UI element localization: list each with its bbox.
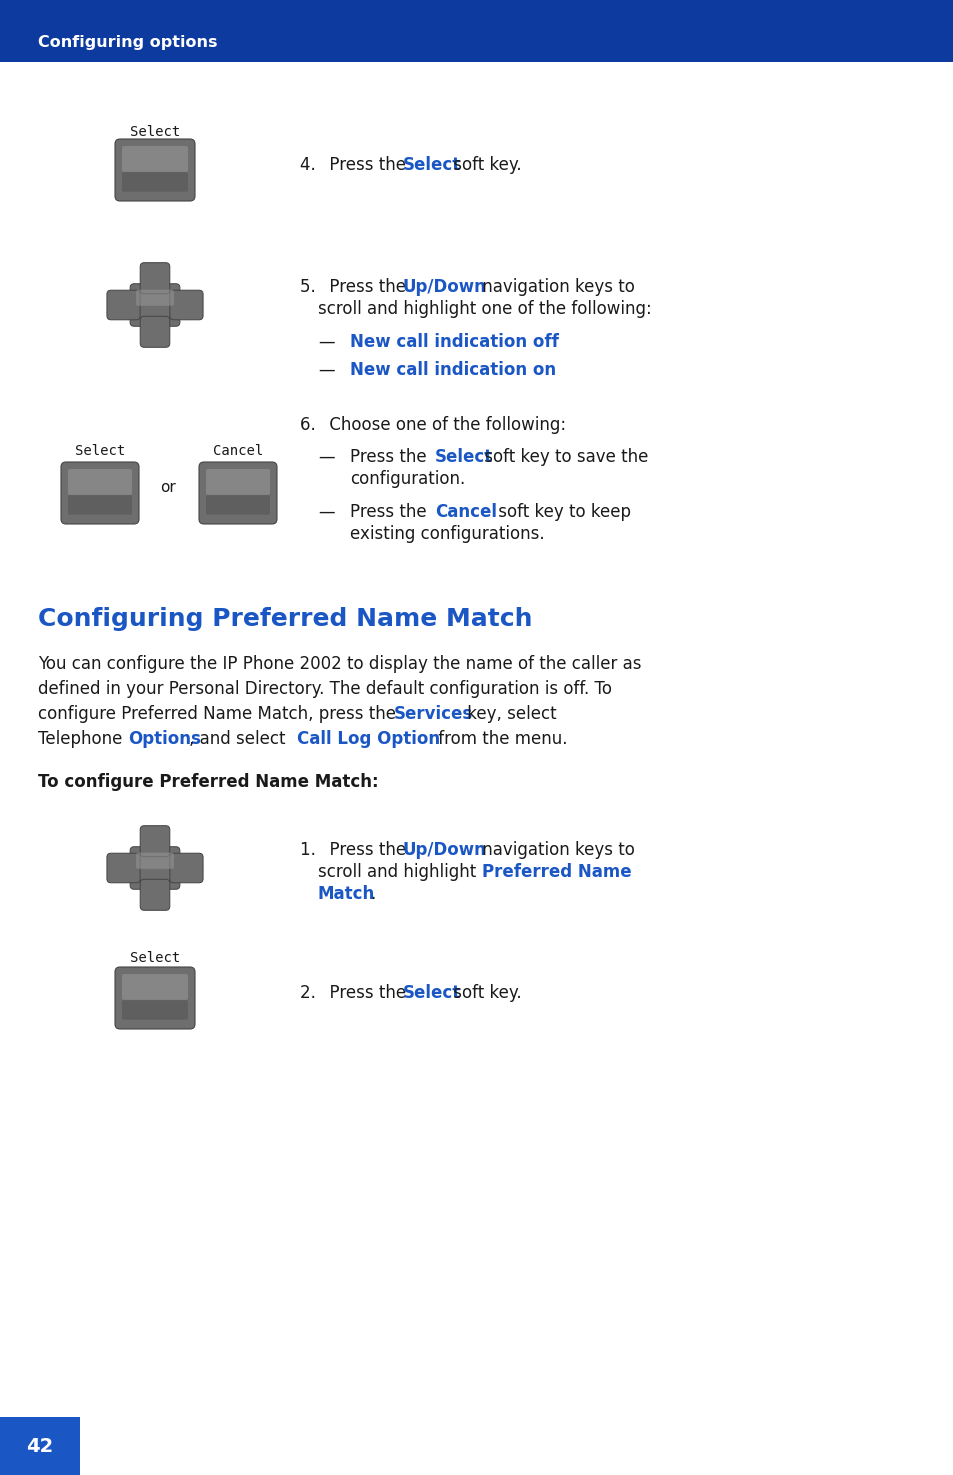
FancyBboxPatch shape xyxy=(136,289,173,305)
Text: —: — xyxy=(317,448,335,466)
Text: configure Preferred Name Match, press the: configure Preferred Name Match, press th… xyxy=(38,705,401,723)
Text: defined in your Personal Directory. The default configuration is off. To: defined in your Personal Directory. The … xyxy=(38,680,612,698)
Text: —: — xyxy=(317,361,335,379)
FancyBboxPatch shape xyxy=(115,968,194,1030)
Text: Cancel: Cancel xyxy=(213,444,263,459)
Text: scroll and highlight: scroll and highlight xyxy=(317,863,481,881)
Text: New call indication off: New call indication off xyxy=(350,333,558,351)
FancyBboxPatch shape xyxy=(206,496,270,515)
Text: Up/Down: Up/Down xyxy=(402,841,486,858)
FancyBboxPatch shape xyxy=(140,879,170,910)
FancyBboxPatch shape xyxy=(107,853,140,884)
Text: soft key.: soft key. xyxy=(448,984,521,1002)
FancyBboxPatch shape xyxy=(115,139,194,201)
FancyBboxPatch shape xyxy=(140,826,170,857)
FancyBboxPatch shape xyxy=(122,1000,188,1019)
Text: Select: Select xyxy=(74,444,125,459)
FancyBboxPatch shape xyxy=(206,469,270,494)
FancyBboxPatch shape xyxy=(130,847,180,889)
Text: soft key.: soft key. xyxy=(448,156,521,174)
Text: Cancel: Cancel xyxy=(435,503,497,521)
Text: Select: Select xyxy=(402,984,460,1002)
Text: To configure Preferred Name Match:: To configure Preferred Name Match: xyxy=(38,773,378,791)
FancyBboxPatch shape xyxy=(122,974,188,1000)
Text: Telephone: Telephone xyxy=(38,730,128,748)
Text: 6.  Choose one of the following:: 6. Choose one of the following: xyxy=(299,416,565,434)
Text: existing configurations.: existing configurations. xyxy=(350,525,544,543)
Text: 2.  Press the: 2. Press the xyxy=(299,984,411,1002)
Text: Configuring Preferred Name Match: Configuring Preferred Name Match xyxy=(38,608,532,631)
Text: Select: Select xyxy=(435,448,493,466)
Text: —: — xyxy=(317,333,335,351)
Text: You can configure the IP Phone 2002 to display the name of the caller as: You can configure the IP Phone 2002 to d… xyxy=(38,655,640,673)
FancyBboxPatch shape xyxy=(68,469,132,494)
FancyBboxPatch shape xyxy=(122,173,188,192)
Text: Up/Down: Up/Down xyxy=(402,277,486,296)
Text: Select: Select xyxy=(402,156,460,174)
Text: Press the: Press the xyxy=(350,448,432,466)
FancyBboxPatch shape xyxy=(140,316,170,347)
Text: Select: Select xyxy=(130,951,180,965)
Text: Match: Match xyxy=(317,885,375,903)
FancyBboxPatch shape xyxy=(170,291,203,320)
Text: or: or xyxy=(160,481,175,496)
Text: navigation keys to: navigation keys to xyxy=(476,277,634,296)
Text: Services: Services xyxy=(394,705,473,723)
Text: configuration.: configuration. xyxy=(350,471,465,488)
Text: Press the: Press the xyxy=(350,503,432,521)
FancyBboxPatch shape xyxy=(68,496,132,515)
FancyBboxPatch shape xyxy=(0,0,953,62)
FancyBboxPatch shape xyxy=(61,462,139,524)
Text: Preferred Name: Preferred Name xyxy=(481,863,631,881)
Text: , and select: , and select xyxy=(189,730,291,748)
FancyBboxPatch shape xyxy=(107,291,140,320)
Text: .: . xyxy=(370,885,375,903)
FancyBboxPatch shape xyxy=(140,263,170,294)
Text: Select: Select xyxy=(130,125,180,139)
Text: 5.  Press the: 5. Press the xyxy=(299,277,411,296)
Text: New call indication on: New call indication on xyxy=(350,361,556,379)
Text: scroll and highlight one of the following:: scroll and highlight one of the followin… xyxy=(317,299,651,319)
Text: 4.  Press the: 4. Press the xyxy=(299,156,411,174)
Text: Configuring options: Configuring options xyxy=(38,35,217,50)
FancyBboxPatch shape xyxy=(170,853,203,884)
Text: key, select: key, select xyxy=(461,705,556,723)
FancyBboxPatch shape xyxy=(136,853,173,869)
FancyBboxPatch shape xyxy=(122,146,188,173)
Text: Options: Options xyxy=(128,730,201,748)
Text: 42: 42 xyxy=(27,1437,53,1456)
FancyBboxPatch shape xyxy=(199,462,276,524)
Text: navigation keys to: navigation keys to xyxy=(476,841,634,858)
Text: soft key to keep: soft key to keep xyxy=(493,503,630,521)
FancyBboxPatch shape xyxy=(0,1417,80,1475)
Text: soft key to save the: soft key to save the xyxy=(478,448,648,466)
FancyBboxPatch shape xyxy=(130,283,180,326)
Text: 1.  Press the: 1. Press the xyxy=(299,841,411,858)
Text: —: — xyxy=(317,503,335,521)
Text: from the menu.: from the menu. xyxy=(433,730,567,748)
Text: Call Log Option: Call Log Option xyxy=(296,730,439,748)
